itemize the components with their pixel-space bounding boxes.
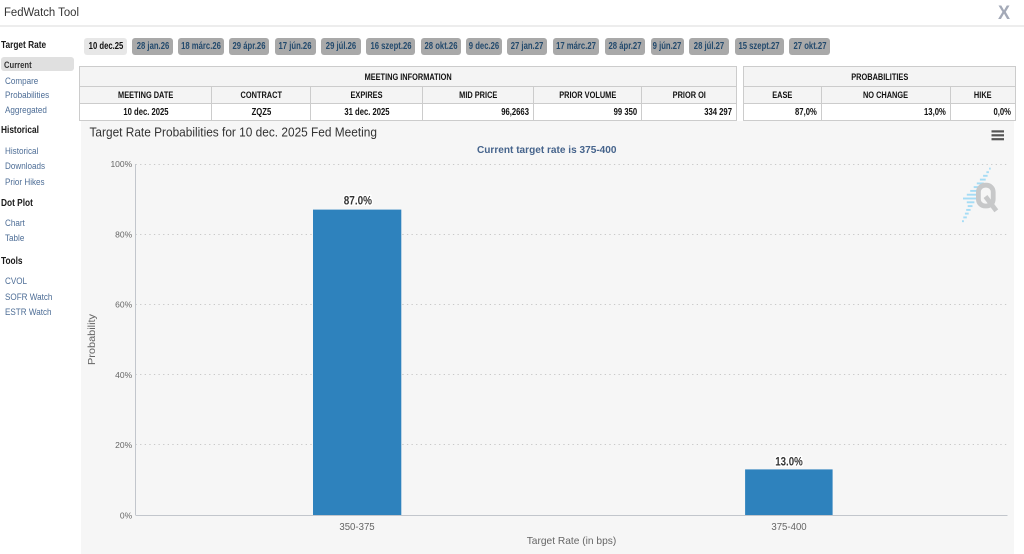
svg-text:Current target rate is 375-400: Current target rate is 375-400 xyxy=(477,144,617,156)
svg-text:40%: 40% xyxy=(115,370,132,380)
svg-text:87.0%: 87.0% xyxy=(344,196,372,208)
svg-text:0%: 0% xyxy=(120,510,133,520)
svg-text:100%: 100% xyxy=(110,159,132,169)
svg-text:375-400: 375-400 xyxy=(771,522,807,533)
svg-text:Target Rate (in bps): Target Rate (in bps) xyxy=(527,535,617,547)
svg-text:20%: 20% xyxy=(115,440,132,450)
svg-text:Target Rate Probabilities for: Target Rate Probabilities for 10 dec. 20… xyxy=(90,125,378,140)
svg-text:80%: 80% xyxy=(115,229,132,239)
svg-text:60%: 60% xyxy=(115,300,132,310)
svg-text:Probability: Probability xyxy=(87,314,98,365)
svg-text:13.0%: 13.0% xyxy=(775,456,803,468)
svg-text:350-375: 350-375 xyxy=(339,522,375,533)
